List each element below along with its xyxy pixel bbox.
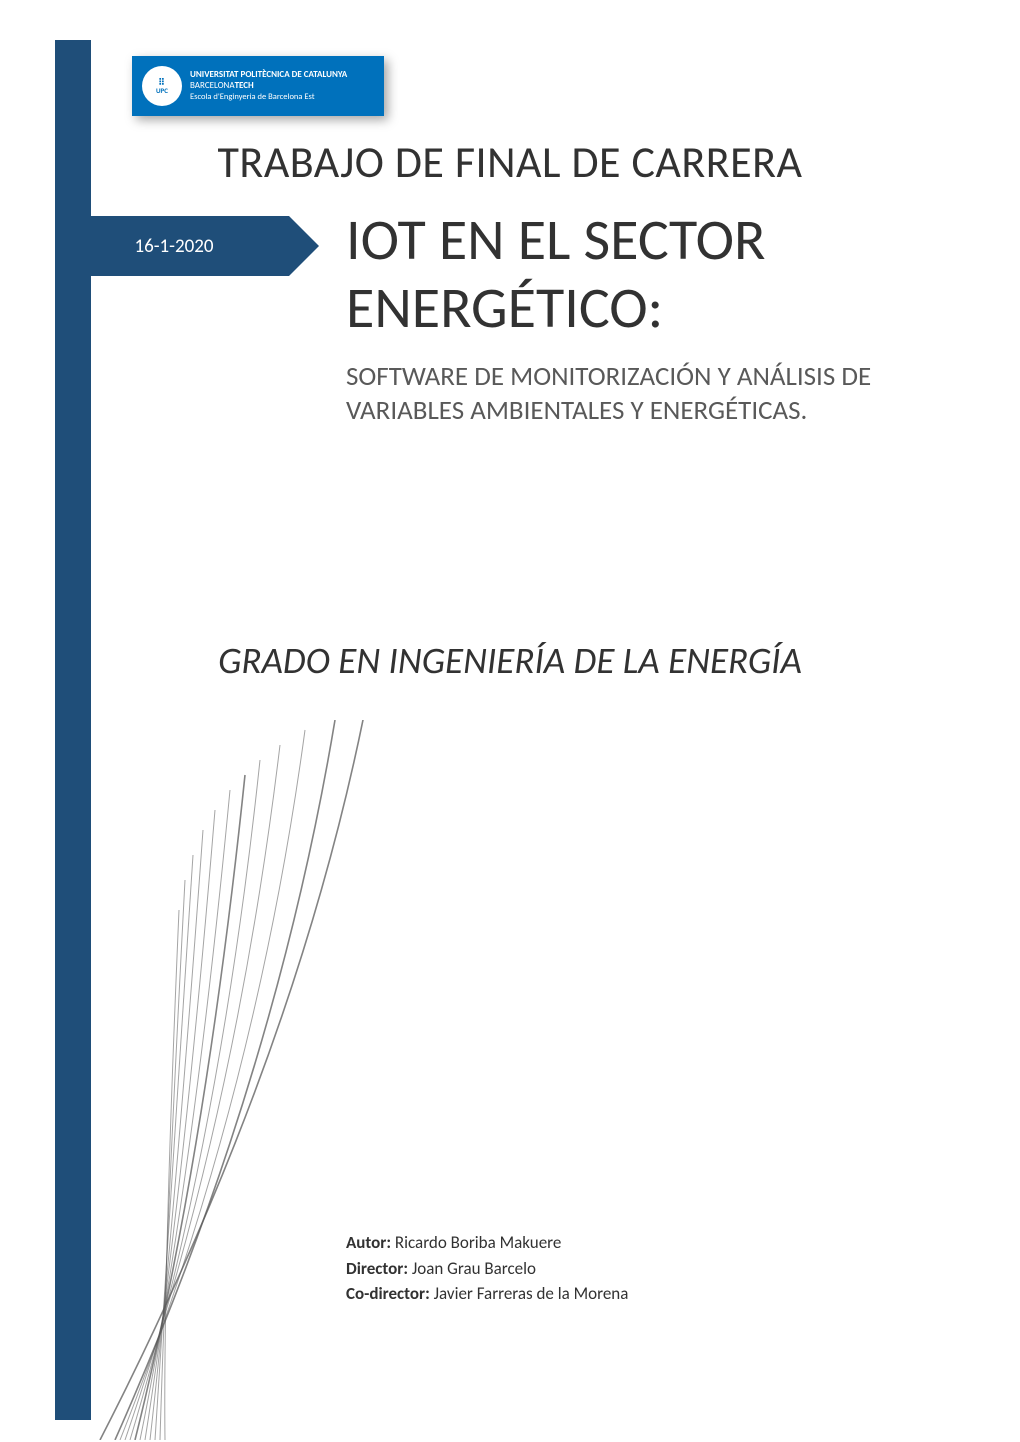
degree-name: GRADO EN INGENIERÍA DE LA ENERGÍA bbox=[0, 638, 1020, 683]
logo-text-block: UNIVERSITAT POLITÈCNICA DE CATALUNYA BAR… bbox=[190, 69, 347, 103]
cover-page: ⠿ UPC UNIVERSITAT POLITÈCNICA DE CATALUN… bbox=[0, 0, 1020, 1442]
document-subtitle: SOFTWARE DE MONITORIZACIÓN Y ANÁLISIS DE… bbox=[346, 360, 906, 428]
codirector-line: Co-director: Javier Farreras de la Moren… bbox=[346, 1281, 628, 1307]
logo-line2: BARCELONATECH bbox=[190, 80, 347, 92]
ribbon-arrow-icon bbox=[289, 216, 319, 276]
document-type-heading: TRABAJO DE FINAL DE CARRERA bbox=[0, 135, 1020, 189]
university-logo-banner: ⠿ UPC UNIVERSITAT POLITÈCNICA DE CATALUN… bbox=[132, 56, 384, 116]
date-ribbon: 16-1-2020 bbox=[59, 216, 319, 276]
author-line: Autor: Ricardo Boriba Makuere bbox=[346, 1230, 628, 1256]
logo-line1: UNIVERSITAT POLITÈCNICA DE CATALUNYA bbox=[190, 69, 347, 81]
authors-block: Autor: Ricardo Boriba Makuere Director: … bbox=[346, 1230, 628, 1307]
decorative-sweep-lines bbox=[55, 720, 475, 1440]
director-line: Director: Joan Grau Barcelo bbox=[346, 1256, 628, 1282]
date-value: 16-1-2020 bbox=[59, 216, 289, 276]
upc-logo-badge: ⠿ UPC bbox=[142, 66, 182, 106]
document-title: IOT EN EL SECTOR ENERGÉTICO: bbox=[346, 206, 916, 343]
logo-line3: Escola d'Enginyeria de Barcelona Est bbox=[190, 92, 347, 103]
logo-badge-abbrev: UPC bbox=[156, 87, 168, 94]
